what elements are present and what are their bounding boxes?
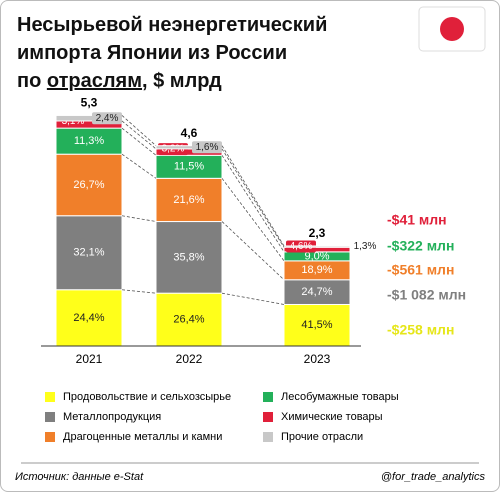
source: Источник: данные e-Stat xyxy=(15,471,144,483)
legend-label: Лесобумажные товары xyxy=(281,391,399,403)
change-annotation: -$258 млн xyxy=(387,322,454,338)
bar-segment xyxy=(155,292,223,347)
legend-swatch xyxy=(45,432,55,442)
legend-label: Химические товары xyxy=(281,411,383,423)
bar-segment xyxy=(55,127,123,155)
bar-segment xyxy=(55,289,123,347)
segment-label: 11,5% xyxy=(174,161,205,173)
legend-swatch xyxy=(263,392,273,402)
segment-label: 11,3% xyxy=(74,135,105,147)
change-annotation: -$41 млн xyxy=(387,212,447,228)
bar-segment xyxy=(283,245,351,248)
bar-segment xyxy=(55,153,123,217)
title-part: по xyxy=(17,70,42,92)
x-tick-label: 2021 xyxy=(76,352,103,366)
segment-label: 18,9% xyxy=(301,264,332,276)
segment-label: 9,0% xyxy=(304,250,329,262)
flag-disc xyxy=(440,17,464,41)
legend-label: Прочие отрасли xyxy=(281,431,363,443)
legend-label: Драгоценные металлы и камни xyxy=(63,431,222,443)
bar-segment xyxy=(283,279,351,305)
connector xyxy=(121,127,157,156)
segment-label: 26,7% xyxy=(73,179,104,191)
connector xyxy=(221,148,285,248)
change-annotation: -$561 млн xyxy=(387,262,454,278)
total-label: 2,3 xyxy=(309,226,326,240)
segment-label: 24,4% xyxy=(73,312,104,324)
segment-label: 41,5% xyxy=(301,319,332,331)
legend-swatch xyxy=(45,412,55,422)
bar-segment xyxy=(155,177,223,223)
connector xyxy=(221,221,285,281)
connector xyxy=(221,178,285,262)
legend-swatch xyxy=(45,392,55,402)
connector xyxy=(121,215,157,222)
segment-label: 2,4% xyxy=(96,113,119,124)
total-label: 4,6 xyxy=(181,126,198,140)
connector xyxy=(121,120,157,150)
segment-label: 1,6% xyxy=(196,142,219,153)
segment-label: 26,4% xyxy=(173,313,204,325)
connector xyxy=(221,145,285,247)
total-label: 5,3 xyxy=(81,96,98,110)
title: Несырьевой неэнергетический импорта Япон… xyxy=(17,11,327,95)
segment-label: 1,3% xyxy=(354,241,377,252)
connector xyxy=(221,155,285,253)
connector xyxy=(121,115,157,146)
segment-label: 24,7% xyxy=(301,286,332,298)
title-line: импорта Японии из России xyxy=(17,42,288,64)
connector xyxy=(121,289,157,294)
legend-label: Металлопродукция xyxy=(63,411,161,423)
label-bg xyxy=(192,141,222,154)
bar-segment xyxy=(283,303,351,347)
bar-segment xyxy=(55,215,123,291)
change-annotation: -$1 082 млн xyxy=(387,287,466,303)
title-part: отраслям xyxy=(46,70,143,92)
handle: @for_trade_analytics xyxy=(381,471,486,483)
label-bg xyxy=(92,112,122,125)
segment-label: 21,6% xyxy=(173,194,204,206)
segment-label: 32,1% xyxy=(73,247,104,259)
segment-label: 3,1% xyxy=(62,116,85,127)
segment-label: 35,8% xyxy=(173,251,204,263)
x-tick-label: 2022 xyxy=(176,352,203,366)
connector xyxy=(121,153,157,179)
legend-swatch xyxy=(263,412,273,422)
title-line: Несырьевой неэнергетический xyxy=(17,14,328,36)
title-line: по отраслям, $ млрд xyxy=(17,67,327,95)
connector xyxy=(221,292,285,305)
bar-segment xyxy=(155,221,223,294)
legend-label: Продовольствие и сельхозсырье xyxy=(63,391,231,403)
change-annotation: -$322 млн xyxy=(387,238,454,254)
title-part: , $ млрд xyxy=(142,70,222,92)
legend-swatch xyxy=(263,432,273,442)
x-tick-label: 2023 xyxy=(304,352,331,366)
